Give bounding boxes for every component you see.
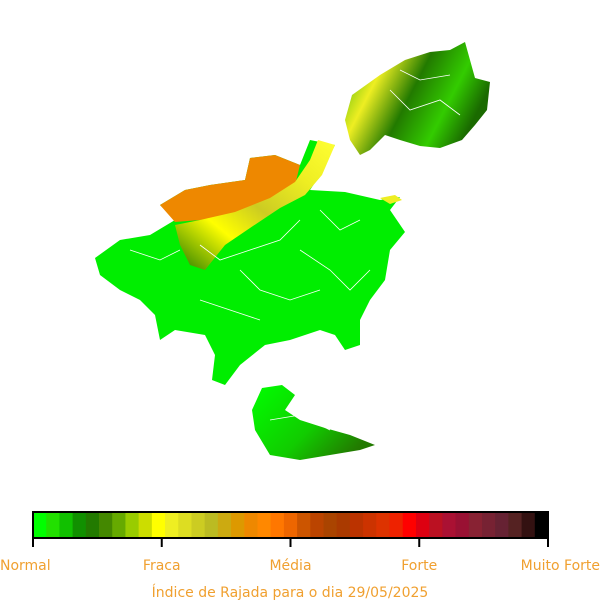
color-swatch	[178, 512, 192, 538]
color-swatch	[191, 512, 206, 538]
legend-label: Normal	[0, 558, 51, 574]
color-swatch	[402, 512, 417, 538]
color-swatch	[389, 512, 404, 538]
color-swatch	[33, 512, 47, 538]
color-swatch	[336, 512, 351, 538]
band-yellow	[175, 140, 335, 270]
caption: Índice de Rajada para o dia 29/05/2025	[152, 584, 429, 600]
color-swatch	[270, 512, 285, 538]
color-swatch	[257, 512, 272, 538]
region-south	[252, 385, 375, 460]
color-swatch	[59, 512, 74, 538]
legend-label: Fraca	[143, 558, 181, 574]
colorbar-ticks: Normal Fraca Média Forte Muito Forte	[0, 538, 600, 574]
color-swatch	[297, 512, 311, 538]
legend-label: Média	[269, 558, 311, 574]
color-swatch	[138, 512, 153, 538]
color-swatch	[244, 512, 258, 538]
color-swatch	[231, 512, 245, 538]
color-swatch	[112, 512, 126, 538]
color-swatch	[151, 512, 166, 538]
color-swatch	[468, 512, 483, 538]
region-north	[345, 42, 490, 155]
color-swatch	[363, 512, 377, 538]
color-swatch	[455, 512, 470, 538]
legend-label: Muito Forte	[521, 558, 600, 574]
islet	[380, 195, 402, 204]
color-swatch	[99, 512, 113, 538]
municipal-borders	[129, 69, 461, 431]
color-swatch	[349, 512, 364, 538]
color-swatch	[415, 512, 430, 538]
color-swatch	[72, 512, 87, 538]
legend-label: Forte	[401, 558, 437, 574]
color-swatch	[165, 512, 179, 538]
color-swatch	[534, 512, 549, 538]
color-swatch	[508, 512, 523, 538]
color-swatch	[442, 512, 457, 538]
color-swatch	[46, 512, 60, 538]
color-swatch	[217, 512, 232, 538]
region-orange	[160, 155, 300, 222]
colorbar	[33, 512, 549, 538]
color-swatch	[283, 512, 298, 538]
color-swatch	[323, 512, 338, 538]
color-swatch	[495, 512, 509, 538]
color-swatch	[429, 512, 443, 538]
color-swatch	[125, 512, 140, 538]
color-swatch	[204, 512, 219, 538]
color-swatch	[521, 512, 536, 538]
color-swatch	[310, 512, 325, 538]
map	[95, 42, 490, 460]
color-swatch	[481, 512, 496, 538]
color-swatch	[376, 512, 391, 538]
color-swatch	[85, 512, 100, 538]
